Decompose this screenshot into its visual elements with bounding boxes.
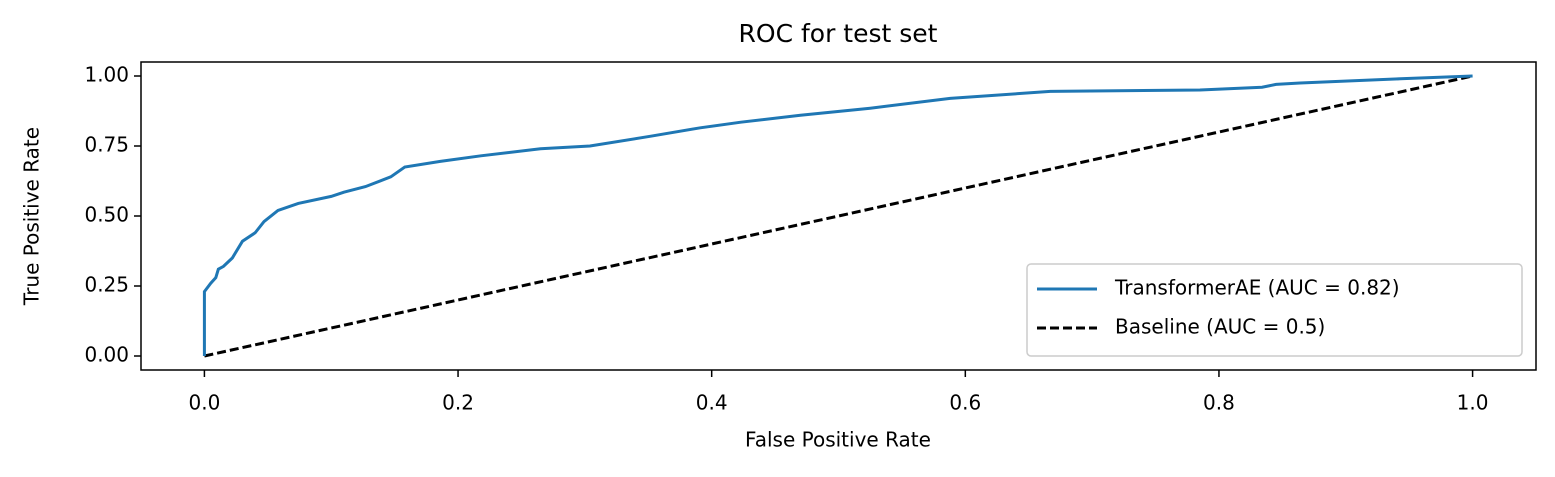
legend: TransformerAE (AUC = 0.82) Baseline (AUC …	[1026, 263, 1523, 357]
legend-label: TransformerAE (AUC = 0.82)	[1114, 276, 1400, 300]
y-tick-label: 1.00	[84, 63, 129, 87]
roc-line	[202, 74, 1473, 356]
x-tick-label: 0.0	[189, 391, 221, 415]
x-tick-label: 1.0	[1457, 391, 1489, 415]
y-tick-label: 0.00	[84, 343, 129, 367]
x-tick-label: 0.2	[442, 391, 474, 415]
x-axis-label: False Positive Rate	[745, 428, 931, 452]
y-tick-label: 0.75	[84, 133, 129, 157]
chart-title: ROC for test set	[739, 19, 938, 48]
roc-line	[204, 74, 1473, 358]
y-axis-label: True Positive Rate	[20, 127, 44, 306]
y-tick-label: 0.25	[84, 273, 129, 297]
legend-label: Baseline (AUC = 0.5)	[1115, 315, 1325, 339]
plot-frame	[140, 61, 1537, 371]
y-tick-label: 0.50	[84, 203, 129, 227]
x-tick-label: 0.8	[1203, 391, 1235, 415]
legend-box	[1026, 263, 1523, 357]
x-tick-label: 0.4	[696, 391, 728, 415]
x-tick-label: 0.6	[949, 391, 981, 415]
